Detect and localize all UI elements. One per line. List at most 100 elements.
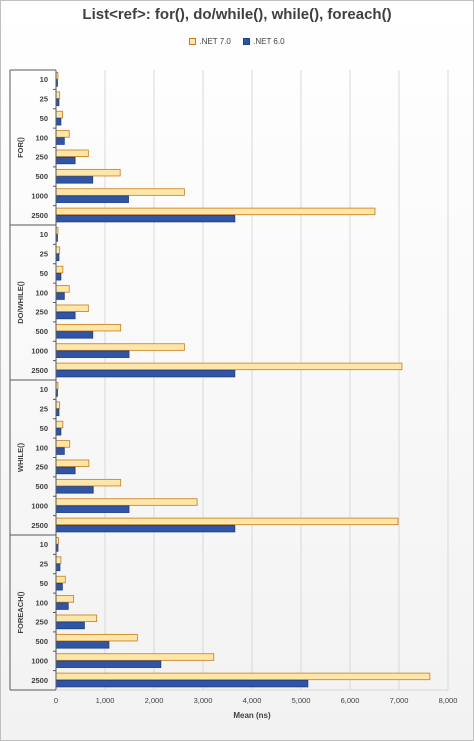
bar-net7-dowhile-50: [55, 265, 64, 274]
bar-net6-while-250: [55, 466, 76, 475]
gridlines: [104, 70, 449, 690]
y-tick-label: 50: [40, 424, 48, 433]
bar-net7-dowhile-500: [55, 323, 122, 332]
legend-swatch-net6: [243, 38, 251, 45]
bar-net7-while-25: [55, 401, 61, 409]
x-tick-label: 8,000: [439, 696, 458, 705]
bar-net6-dowhile-2500: [55, 369, 236, 378]
bar-net7-dowhile-1000: [55, 343, 185, 351]
bar-net6-dowhile-100: [55, 292, 65, 300]
y-tick-label: 500: [35, 172, 48, 181]
legend-label-net6: .NET 6.0: [253, 37, 285, 46]
bar-net6-dowhile-250: [55, 311, 76, 320]
y-tick-label: 500: [35, 327, 48, 336]
x-tick-label: 6,000: [341, 696, 360, 705]
bar-net7-foreach-100: [55, 595, 75, 603]
bar-net7-for-1000: [55, 188, 185, 196]
bar-net7-while-500: [55, 478, 122, 487]
bar-net7-while-50: [55, 420, 64, 429]
y-tick-label: 50: [40, 269, 48, 278]
bar-net7-foreach-1000: [55, 653, 215, 661]
y-tick-label: 2500: [31, 676, 48, 685]
x-tick-label: 4,000: [243, 696, 262, 705]
axes: 0 1,000 2,000 3,000 4,000 5,000 6,000 7,000 8,00…: [9, 69, 458, 705]
bars: [55, 72, 431, 688]
y-tick-label: 25: [40, 405, 48, 414]
bar-net6-dowhile-50: [55, 273, 62, 281]
y-tick-label: 100: [35, 288, 48, 297]
legend-label-net7: .NET 7.0: [199, 37, 231, 46]
y-tick-label: 1000: [31, 346, 48, 355]
y-tick-label: 10: [40, 540, 48, 549]
x-tick-label: 0: [54, 696, 58, 705]
group-label: DO/WHILE(): [16, 281, 25, 324]
y-tick-label: 250: [35, 618, 48, 627]
bar-net7-foreach-500: [55, 633, 138, 642]
y-tick-label: 10: [40, 75, 48, 84]
y-tick-label: 10: [40, 385, 48, 394]
chart-title: List<ref>: for(), do/while(), while(), f…: [82, 6, 392, 23]
x-tick-label: 7,000: [390, 696, 409, 705]
x-tick-label: 1,000: [96, 696, 115, 705]
bar-net6-for-500: [55, 176, 94, 184]
bar-net7-while-100: [55, 440, 71, 448]
bar-net7-foreach-25: [55, 556, 62, 564]
y-tick-label: 2500: [31, 366, 48, 375]
y-tick-label: 25: [40, 95, 48, 104]
legend-item-net7: .NET 7.0: [189, 37, 231, 46]
y-tick-label: 250: [35, 463, 48, 472]
bar-net6-while-100: [55, 447, 65, 455]
y-tick-label: 100: [35, 598, 48, 607]
bar-net6-dowhile-1000: [55, 350, 130, 358]
bar-net7-dowhile-25: [55, 246, 61, 254]
bar-net6-for-100: [55, 137, 65, 145]
bar-net6-foreach-1000: [55, 660, 162, 668]
bar-net6-for-2500: [55, 214, 236, 223]
bar-net7-for-250: [55, 149, 89, 157]
legend-item-net6: .NET 6.0: [243, 37, 285, 46]
bar-net6-while-500: [55, 486, 94, 494]
bar-net7-while-250: [55, 459, 90, 467]
y-tick-label: 25: [40, 250, 48, 259]
bar-net7-for-2500: [55, 207, 376, 216]
group-label: WHILE(): [16, 442, 25, 472]
legend: .NET 7.0 .NET 6.0: [0, 37, 474, 46]
bar-net6-for-1000: [55, 195, 129, 203]
bar-net7-for-25: [55, 91, 61, 99]
y-tick-label: 250: [35, 153, 48, 162]
x-tick-label: 2,000: [145, 696, 164, 705]
y-tick-label: 2500: [31, 521, 48, 530]
bar-net6-while-1000: [55, 505, 130, 513]
y-tick-label: 100: [35, 133, 48, 142]
bar-net6-foreach-250: [55, 621, 85, 630]
bar-net7-dowhile-2500: [55, 362, 403, 371]
bar-net7-for-100: [55, 130, 70, 138]
bar-net7-foreach-250: [55, 614, 98, 622]
bar-net6-for-250: [55, 156, 76, 165]
y-tick-label: 10: [40, 230, 48, 239]
x-tick-label: 5,000: [292, 696, 311, 705]
legend-swatch-net7: [189, 38, 197, 45]
y-tick-label: 500: [35, 637, 48, 646]
y-tick-label: 1000: [31, 656, 48, 665]
bar-net6-foreach-50: [55, 583, 63, 591]
bar-net6-for-50: [55, 118, 62, 126]
y-tick-label: 100: [35, 443, 48, 452]
x-axis-title: Mean (ns): [233, 711, 271, 720]
bar-net7-while-1000: [55, 498, 198, 506]
bar-net7-for-50: [55, 110, 64, 119]
bar-net6-foreach-100: [55, 602, 69, 610]
y-tick-label: 1000: [31, 191, 48, 200]
x-tick-label: 3,000: [194, 696, 213, 705]
bar-net6-dowhile-500: [55, 331, 94, 339]
bar-net7-foreach-2500: [55, 672, 431, 681]
y-tick-label: 50: [40, 114, 48, 123]
y-tick-label: 25: [40, 560, 48, 569]
y-tick-label: 500: [35, 482, 48, 491]
bar-net6-while-2500: [55, 524, 236, 533]
group-label: FOREACH(): [16, 591, 25, 634]
y-tick-label: 2500: [31, 211, 48, 220]
bar-net7-foreach-50: [55, 575, 66, 584]
bar-net6-foreach-25: [55, 563, 61, 572]
